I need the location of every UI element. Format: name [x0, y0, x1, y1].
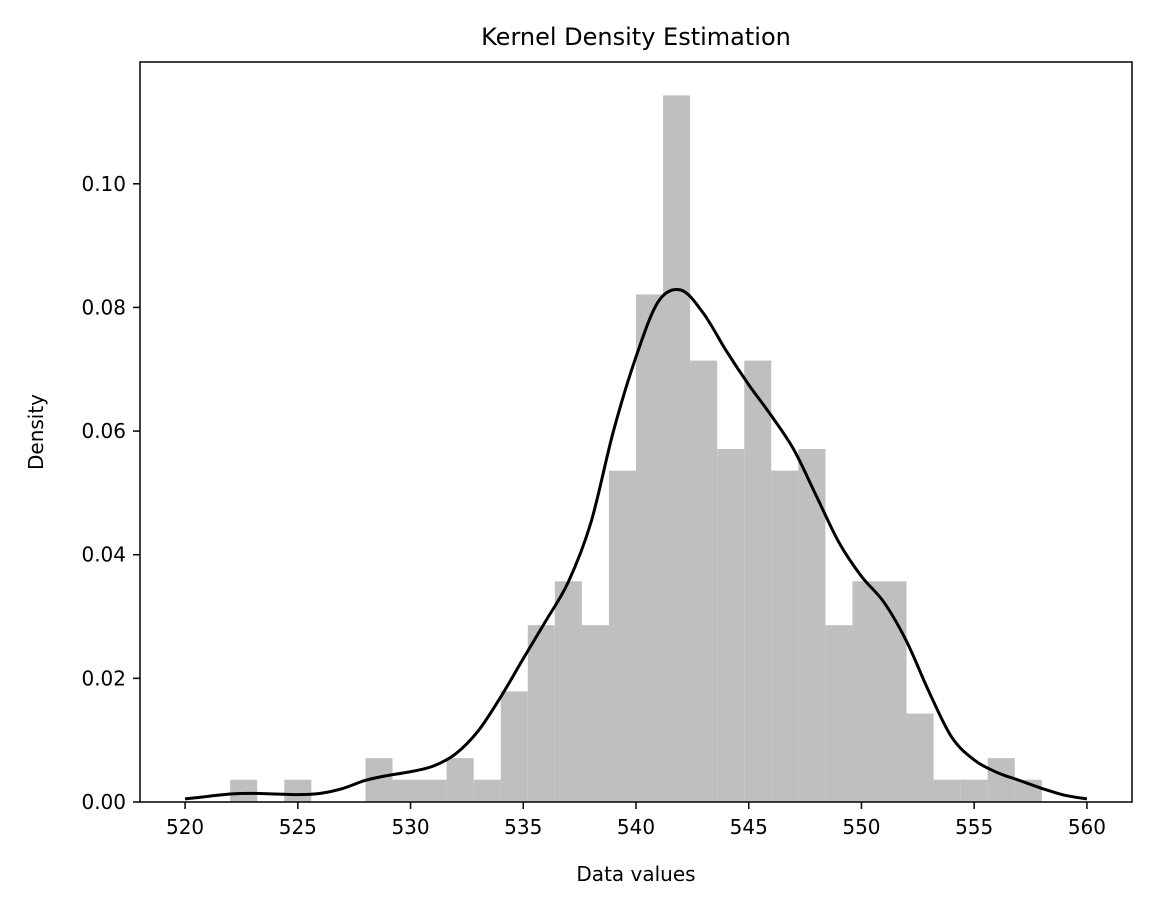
y-tick-label: 0.02: [81, 666, 126, 690]
x-tick-label: 530: [391, 815, 429, 839]
histogram-bar-25: [906, 713, 934, 802]
histogram-bar-17: [690, 360, 718, 802]
histogram-bar-15: [636, 294, 664, 802]
x-tick-label: 560: [1068, 815, 1106, 839]
x-tick-label: 555: [955, 815, 993, 839]
histogram-bar-10: [500, 691, 528, 802]
y-tick-label: 0.00: [81, 790, 126, 814]
y-axis-label: Density: [24, 394, 48, 470]
y-tick-label: 0.08: [81, 295, 126, 319]
histogram-bar-8: [446, 758, 474, 802]
histogram-bar-2: [284, 779, 312, 802]
chart-title: Kernel Density Estimation: [481, 23, 791, 51]
y-tick-label: 0.10: [81, 172, 126, 196]
histogram-bar-21: [798, 449, 826, 802]
histogram-bar-6: [392, 779, 420, 802]
y-axis-ticks: 0.00 0.02 0.04 0.06 0.08 0.10: [81, 172, 140, 814]
histogram-bar-20: [771, 470, 799, 802]
histogram-bars: [230, 95, 1042, 802]
x-axis-ticks: 520 525 530 535 540 545 550 555 560: [166, 802, 1106, 839]
histogram-bar-28: [987, 758, 1015, 802]
kde-curve: [184, 287, 1088, 801]
histogram-bar-22: [825, 625, 853, 802]
histogram-bar-18: [717, 449, 745, 802]
x-tick-label: 540: [617, 815, 655, 839]
histogram-bar-16: [663, 95, 691, 802]
histogram-bar-14: [608, 470, 636, 802]
histogram-bar-11: [527, 625, 555, 802]
x-tick-label: 520: [166, 815, 204, 839]
histogram-bar-27: [960, 779, 988, 802]
histogram-bar-12: [554, 581, 582, 802]
y-tick-label: 0.06: [81, 419, 126, 443]
histogram-bar-0: [230, 779, 258, 802]
x-axis-label: Data values: [576, 862, 695, 886]
histogram-bar-23: [852, 581, 880, 802]
histogram-bar-7: [419, 779, 447, 802]
histogram-bar-9: [473, 779, 501, 802]
x-tick-label: 545: [730, 815, 768, 839]
histogram-bar-13: [581, 625, 609, 802]
x-tick-label: 525: [279, 815, 317, 839]
x-tick-label: 535: [504, 815, 542, 839]
y-tick-label: 0.04: [81, 543, 126, 567]
x-tick-label: 550: [842, 815, 880, 839]
histogram-bar-19: [744, 360, 772, 802]
histogram-bar-26: [933, 779, 961, 802]
